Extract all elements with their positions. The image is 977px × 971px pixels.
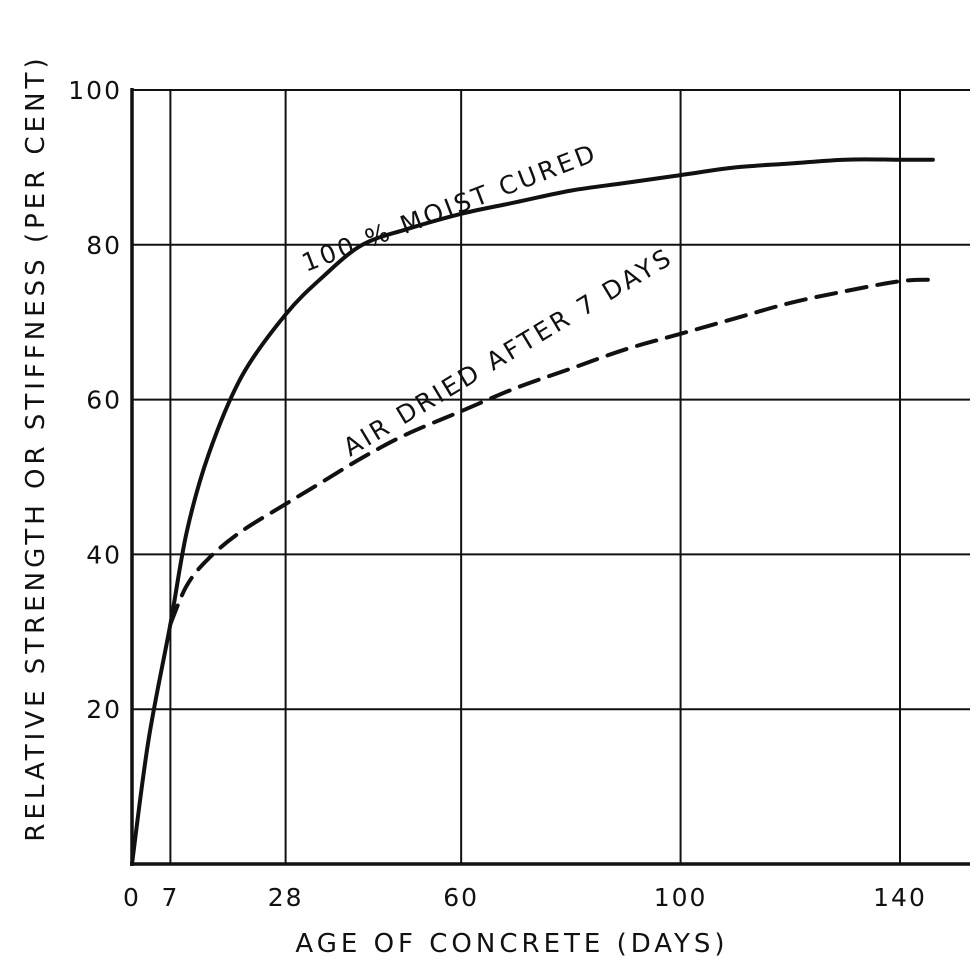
- x-tick-label: 100: [654, 883, 708, 912]
- grid: [132, 89, 970, 864]
- y-tick-label: 60: [86, 386, 122, 415]
- x-tick-label: 140: [873, 883, 927, 912]
- x-tick-label: 0: [123, 883, 141, 912]
- x-tick-label: 7: [161, 883, 179, 912]
- tick-labels: 20 40 60 80 100 0 7 28 60 100 140: [68, 76, 927, 912]
- y-axis-title: RELATIVE STRENGTH OR STIFFNESS (PER CENT…: [21, 54, 51, 841]
- y-tick-label: 40: [86, 540, 122, 569]
- x-tick-label: 60: [443, 883, 479, 912]
- curve-label-air-dried: AIR DRIED AFTER 7 DAYS: [338, 242, 678, 462]
- y-tick-label: 80: [86, 231, 122, 260]
- x-axis-title: AGE OF CONCRETE (DAYS): [295, 929, 728, 959]
- x-tick-label: 28: [268, 883, 304, 912]
- y-tick-label: 100: [68, 76, 122, 105]
- axes: [130, 88, 970, 866]
- y-tick-label: 20: [86, 695, 122, 724]
- series-line-moist-cured: [130, 157, 935, 866]
- series-line-air-dried: [168, 277, 935, 627]
- curve-label-moist-cured: 100 % MOIST CURED: [298, 138, 602, 278]
- series-layer: [130, 157, 935, 866]
